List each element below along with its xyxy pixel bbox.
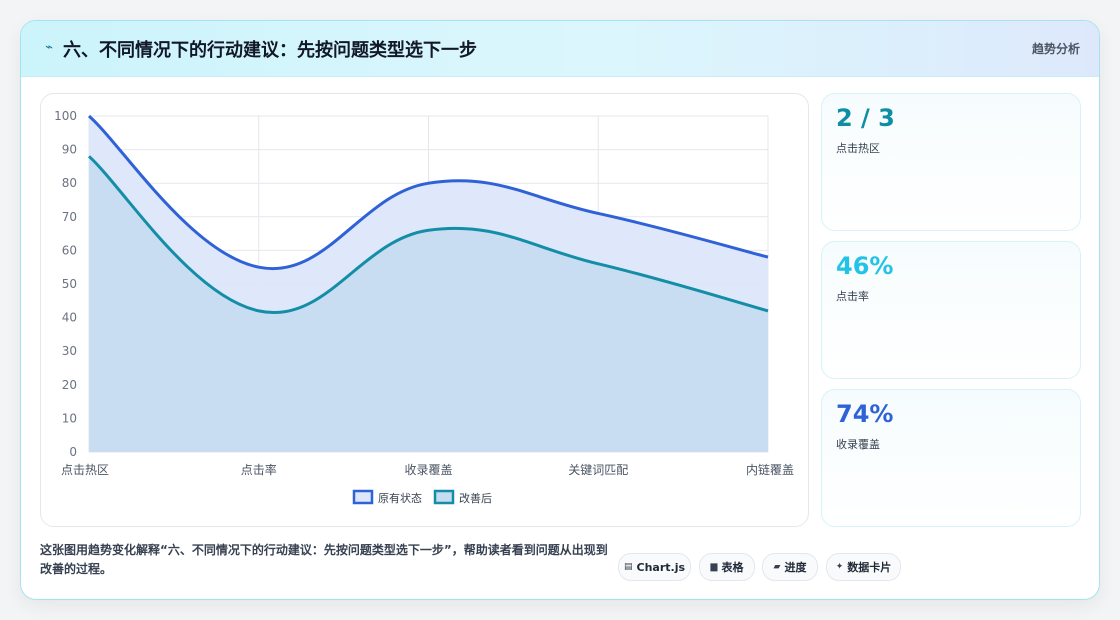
chip-label: Chart.js xyxy=(636,560,686,574)
x-tick-label: 关键词匹配 xyxy=(568,463,628,477)
stat-label: 点击热区 xyxy=(836,142,880,155)
chart-icon: ▤ xyxy=(623,562,633,572)
trend-analysis-link[interactable]: 趋势分析 xyxy=(1031,42,1080,56)
stat-value: 2 / 3 xyxy=(836,104,895,132)
chart-panel: 0 10 20 30 40 50 60 70 80 90 100 点击热区 点击率 收录覆盖 关键词匹配 内链… xyxy=(40,93,809,527)
y-tick-label: 50 xyxy=(62,277,77,291)
x-tick-label: 收录覆盖 xyxy=(404,463,452,477)
stat-card-ctr: 46% 点击率 xyxy=(821,241,1081,379)
progress-icon: ▰ xyxy=(773,562,781,572)
chart-description: 这张图用趋势变化解释“六、不同情况下的行动建议：先按问题类型选下一步”，帮助读者… xyxy=(40,543,608,576)
y-tick-label: 80 xyxy=(62,176,77,190)
stat-label: 收录覆盖 xyxy=(836,438,880,451)
chip-label: 表格 xyxy=(721,561,744,574)
y-tick-label: 70 xyxy=(62,210,77,224)
stat-card-coverage: 74% 收录覆盖 xyxy=(821,389,1081,527)
series-area-1 xyxy=(89,156,768,452)
lightning-icon: ⌁ xyxy=(45,40,53,55)
chip-progress[interactable]: ▰ 进度 xyxy=(762,553,818,581)
legend-swatch xyxy=(352,489,374,505)
series-line-1 xyxy=(87,155,769,315)
x-tick-label: 点击率 xyxy=(241,462,277,477)
legend-swatch xyxy=(433,489,455,505)
x-tick-label: 点击热区 xyxy=(61,463,109,477)
legend-label: 原有状态 xyxy=(378,491,422,505)
card-header: ⌁ 六、不同情况下的行动建议：先按问题类型选下一步 趋势分析 xyxy=(21,21,1099,77)
y-tick-label: 60 xyxy=(62,243,77,257)
stat-label: 点击率 xyxy=(836,290,869,303)
chip-label: 进度 xyxy=(784,561,807,574)
y-tick-label: 0 xyxy=(69,445,77,459)
table-icon: ▆ xyxy=(710,562,718,572)
chart-card: ⌁ 六、不同情况下的行动建议：先按问题类型选下一步 趋势分析 0 10 20 30 40… xyxy=(20,20,1100,600)
y-tick-label: 90 xyxy=(62,143,77,157)
sparkle-icon: ✦ xyxy=(835,562,844,572)
area-chart: 0 10 20 30 40 50 60 70 80 90 100 点击热区 点击率 收录覆盖 关键词匹配 内链… xyxy=(54,109,794,505)
chip-label: 数据卡片 xyxy=(847,561,892,574)
series-line-0 xyxy=(88,114,769,271)
stat-card-hotzone: 2 / 3 点击热区 xyxy=(821,93,1081,231)
y-tick-label: 100 xyxy=(54,109,77,123)
stat-value: 74% xyxy=(836,400,894,428)
y-tick-label: 40 xyxy=(62,311,77,325)
chip-data-card[interactable]: ✦ 数据卡片 xyxy=(826,553,901,581)
y-tick-label: 30 xyxy=(62,344,77,358)
card-title: 六、不同情况下的行动建议：先按问题类型选下一步 xyxy=(63,40,477,61)
x-tick-label: 内链覆盖 xyxy=(746,462,794,477)
legend-label: 改善后 xyxy=(459,491,492,505)
chip-chartjs[interactable]: ▤ Chart.js xyxy=(618,553,691,581)
y-tick-label: 20 xyxy=(62,378,77,392)
stat-value: 46% xyxy=(836,252,894,280)
chip-table[interactable]: ▆ 表格 xyxy=(699,553,755,581)
y-tick-label: 10 xyxy=(62,411,77,425)
